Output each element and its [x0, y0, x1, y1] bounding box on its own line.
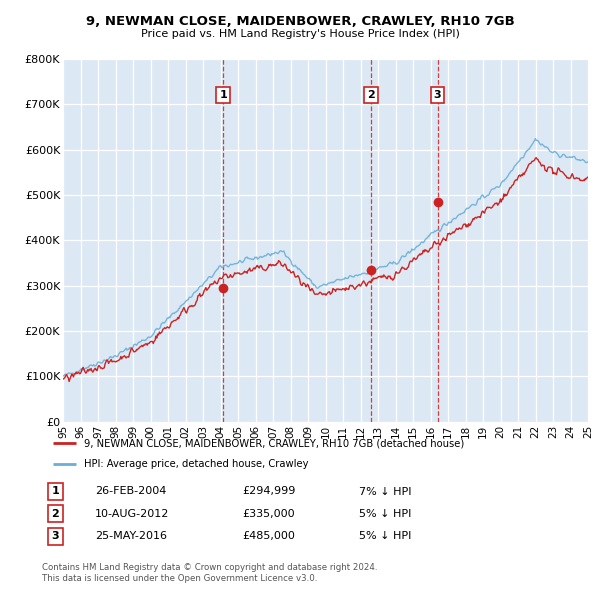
Text: 5% ↓ HPI: 5% ↓ HPI [359, 531, 411, 541]
Text: Price paid vs. HM Land Registry's House Price Index (HPI): Price paid vs. HM Land Registry's House … [140, 29, 460, 38]
Text: 3: 3 [434, 90, 442, 100]
Text: 1: 1 [219, 90, 227, 100]
Text: 1: 1 [52, 487, 59, 496]
Text: HPI: Average price, detached house, Crawley: HPI: Average price, detached house, Craw… [84, 459, 309, 469]
Text: £335,000: £335,000 [242, 509, 295, 519]
Text: 26-FEB-2004: 26-FEB-2004 [95, 487, 166, 496]
Text: 10-AUG-2012: 10-AUG-2012 [95, 509, 169, 519]
Text: 3: 3 [52, 531, 59, 541]
Text: This data is licensed under the Open Government Licence v3.0.: This data is licensed under the Open Gov… [42, 573, 317, 583]
Text: £294,999: £294,999 [242, 487, 296, 496]
Text: 2: 2 [367, 90, 375, 100]
Text: 25-MAY-2016: 25-MAY-2016 [95, 531, 167, 541]
Text: Contains HM Land Registry data © Crown copyright and database right 2024.: Contains HM Land Registry data © Crown c… [42, 563, 377, 572]
Text: 7% ↓ HPI: 7% ↓ HPI [359, 487, 412, 496]
Text: 9, NEWMAN CLOSE, MAIDENBOWER, CRAWLEY, RH10 7GB (detached house): 9, NEWMAN CLOSE, MAIDENBOWER, CRAWLEY, R… [84, 438, 464, 448]
Text: 9, NEWMAN CLOSE, MAIDENBOWER, CRAWLEY, RH10 7GB: 9, NEWMAN CLOSE, MAIDENBOWER, CRAWLEY, R… [86, 15, 514, 28]
Text: £485,000: £485,000 [242, 531, 296, 541]
Text: 2: 2 [52, 509, 59, 519]
Text: 5% ↓ HPI: 5% ↓ HPI [359, 509, 411, 519]
